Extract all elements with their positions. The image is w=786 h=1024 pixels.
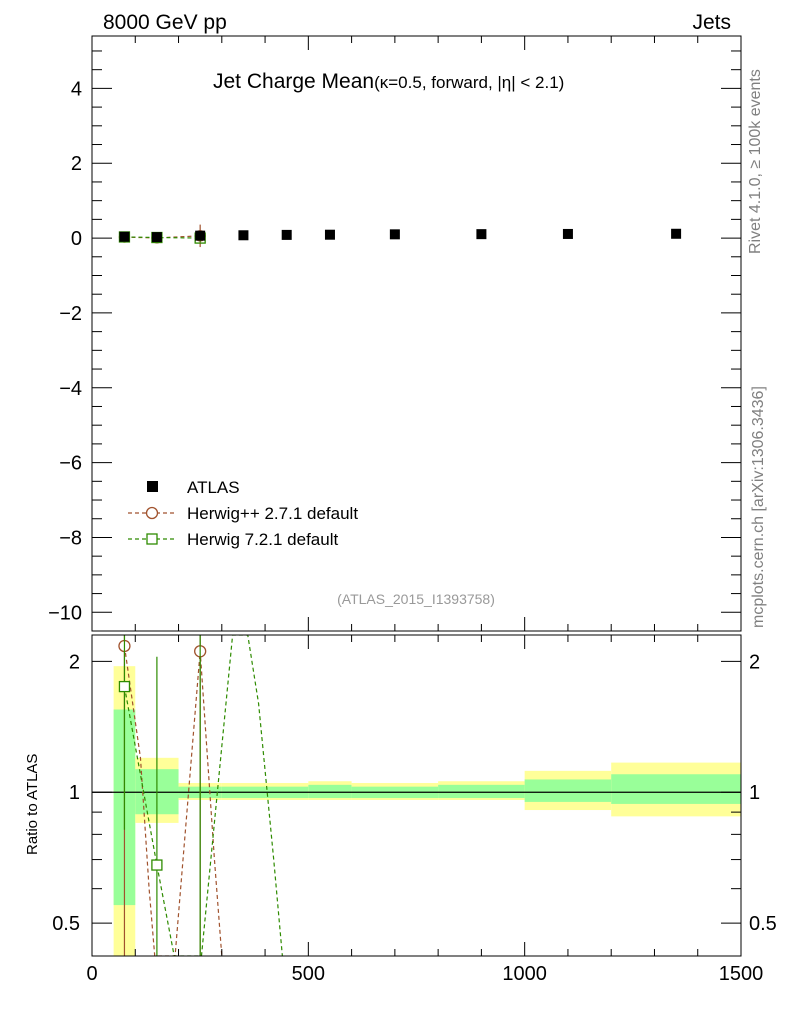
ratio-y-tick-label: 0.5 [52,913,80,935]
main-axis-ticks [91,36,742,632]
data-point [562,228,573,239]
ratio-uncertainty-bands [92,666,741,956]
rivet-version-label: Rivet 4.1.0, ≥ 100k events [747,69,764,254]
data-point [119,231,130,242]
data-point [238,230,249,241]
data-point [281,229,292,240]
x-tick-labels: 0 500 1000 1500 [86,963,763,985]
main-panel: 4 2 0 −2 −4 −6 −8 −10 Jet Charge Mean(κ=0.5, fo… [48,35,742,632]
mcplots-label: mcplots.cern.ch [arXiv:1306.3436] [750,386,767,628]
main-y-tick-label: −8 [59,527,82,549]
ratio-band-stat [308,784,352,798]
main-y-tick-label: −4 [59,378,82,400]
ratio-band-stat [611,774,741,804]
data-point [195,230,206,241]
main-y-tick-label: −2 [59,303,82,325]
ratio-series-group [118,635,283,956]
ratio-panel: 0.5 0.5 1 1 2 2 0 500 1000 1500 Ratio to ATLAS [24,634,777,985]
legend-atlas-label: ATLAS [187,478,240,497]
legend-herwig7-marker [146,533,158,545]
ratio-series-line [123,635,283,956]
ratio-series-point [118,680,131,693]
x-tick-label: 1000 [502,963,547,985]
ratio-band-stat [438,784,525,798]
main-series-group [118,224,682,248]
main-y-tick-label: 0 [71,228,82,250]
main-y-tick-label: 2 [71,153,82,175]
header-right-label: Jets [692,11,731,34]
data-point [476,229,487,240]
main-y-tick-label: −10 [48,602,82,624]
x-tick-label: 500 [292,963,325,985]
data-point [324,229,335,240]
data-point [151,232,162,243]
legend-herwigpp-marker [145,506,159,520]
legend-atlas-marker [147,481,158,492]
x-tick-label: 0 [86,963,97,985]
ratio-y-tick-label-right: 0.5 [749,913,777,935]
main-y-tick-label: 4 [71,78,82,100]
ratio-plot-frame [91,634,742,957]
main-series-line [124,236,201,239]
ratio-y-tick-label: 1 [69,782,80,804]
ratio-series-point [151,859,163,871]
plot-title-sub: (κ=0.5, forward, |η| < 2.1) [374,73,564,92]
ratio-y-tick-labels: 0.5 0.5 1 1 2 2 [52,651,777,935]
legend-herwigpp-label: Herwig++ 2.7.1 default [187,504,358,523]
ratio-y-tick-label-right: 1 [749,782,760,804]
ratio-y-tick-label: 2 [69,651,80,673]
x-tick-label: 1500 [719,963,764,985]
ratio-y-axis-label: Ratio to ATLAS [24,754,41,855]
ratio-axis-ticks [91,635,742,956]
legend: ATLAS Herwig++ 2.7.1 default Herwig 7.2.… [128,478,358,549]
data-point [671,228,682,239]
analysis-watermark: (ATLAS_2015_I1393758) [337,591,495,607]
legend-herwig7-label: Herwig 7.2.1 default [187,530,338,549]
main-plot-frame [91,35,742,632]
ratio-y-tick-label-right: 2 [749,651,760,673]
data-point [389,229,400,240]
main-y-tick-labels: 4 2 0 −2 −4 −6 −8 −10 [48,78,82,624]
header-left-label: 8000 GeV pp [103,11,227,34]
plot-title-main: Jet Charge Mean [213,70,374,93]
plot-title: Jet Charge Mean(κ=0.5, forward, |η| < 2.… [213,70,564,93]
ratio-band-stat [524,779,612,802]
main-y-tick-label: −6 [59,453,82,475]
